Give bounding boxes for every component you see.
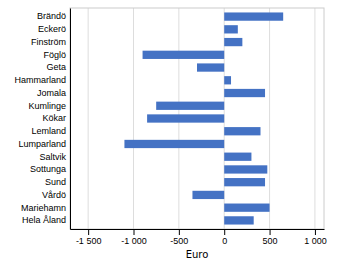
bar	[147, 114, 224, 122]
y-tick: Sottunga	[30, 164, 66, 174]
y-tick: Eckerö	[38, 24, 66, 34]
x-tick-mark	[224, 229, 225, 235]
grid	[88, 8, 315, 229]
bar	[224, 25, 238, 33]
bar	[224, 38, 242, 46]
bar	[224, 153, 251, 161]
plot-frame	[70, 8, 324, 229]
x-tick: -1 000	[121, 229, 147, 246]
y-tick-label: Föglö	[43, 50, 66, 60]
y-tick: Kökar	[42, 113, 66, 123]
y-tick-label: Lumparland	[18, 139, 66, 149]
bar	[143, 51, 225, 59]
x-tick: -1 500	[76, 229, 102, 246]
bar	[224, 89, 265, 97]
x-tick-mark	[134, 229, 135, 235]
y-tick-label: Mariehamn	[21, 203, 66, 213]
y-tick: Kumlinge	[28, 101, 66, 111]
x-axis-line	[71, 229, 325, 230]
x-tick-label: 1 000	[304, 236, 327, 246]
bar	[156, 102, 224, 110]
bar	[197, 63, 224, 71]
y-tick-label: Brändö	[37, 11, 66, 21]
x-tick-label: -1 500	[76, 236, 102, 246]
x-tick-mark	[88, 229, 89, 235]
y-tick-label: Kökar	[42, 113, 66, 123]
y-tick: Lemland	[31, 126, 66, 136]
y-tick: Vårdö	[42, 190, 66, 200]
x-tick-mark	[270, 229, 271, 235]
y-tick-label: Geta	[46, 62, 66, 72]
bar	[124, 140, 224, 148]
x-tick: 0	[222, 229, 227, 246]
grid-line	[314, 8, 315, 229]
bar	[192, 191, 224, 199]
bar	[224, 216, 253, 224]
y-tick: Finström	[31, 37, 66, 47]
y-tick-label: Kumlinge	[28, 101, 66, 111]
bar	[224, 127, 260, 135]
y-axis-line	[70, 9, 71, 230]
y-tick-label: Hela Åland	[22, 215, 66, 225]
y-tick-label: Vårdö	[42, 190, 66, 200]
bars	[124, 12, 283, 224]
y-tick-label: Finström	[31, 37, 66, 47]
y-tick-label: Jomala	[37, 88, 66, 98]
y-tick-label: Saltvik	[39, 152, 66, 162]
bar	[224, 204, 269, 212]
y-tick: Föglö	[43, 50, 66, 60]
x-tick-label: -500	[170, 236, 188, 246]
grid-line	[88, 8, 89, 229]
bar	[224, 76, 231, 84]
y-tick: Lumparland	[18, 139, 66, 149]
bar	[224, 165, 267, 173]
y-tick-label: Eckerö	[38, 24, 66, 34]
y-tick-label: Sottunga	[30, 164, 66, 174]
x-tick-label: 500	[263, 236, 278, 246]
y-tick: Mariehamn	[21, 203, 66, 213]
y-tick: Saltvik	[39, 152, 66, 162]
x-axis-title: Euro	[186, 249, 209, 260]
x-tick-label: -1 000	[121, 236, 147, 246]
y-tick: Sund	[45, 177, 66, 187]
y-tick-label: Sund	[45, 177, 66, 187]
bar	[224, 178, 265, 186]
x-tick: -500	[170, 229, 188, 246]
x-tick-mark	[315, 229, 316, 235]
x-tick-label: 0	[222, 236, 227, 246]
x-tick: 1 000	[304, 229, 327, 246]
y-tick-label: Lemland	[31, 126, 66, 136]
x-tick-mark	[179, 229, 180, 235]
chart: -1 500 -1 000 -500 0 500 1 000 Brändö Eckerö Fin…	[0, 0, 340, 263]
y-axis: Brändö Eckerö Finström Föglö Geta Hammarland J…	[14, 9, 70, 230]
y-tick-label: Hammarland	[14, 75, 66, 85]
bar	[224, 12, 283, 20]
y-tick: Hammarland	[14, 75, 66, 85]
y-tick: Jomala	[37, 88, 66, 98]
x-tick: 500	[263, 229, 278, 246]
grid-line	[133, 8, 134, 229]
grid-line	[269, 8, 270, 229]
y-tick: Brändö	[37, 11, 66, 21]
y-tick: Hela Åland	[22, 215, 66, 225]
y-tick: Geta	[46, 62, 66, 72]
x-axis: -1 500 -1 000 -500 0 500 1 000	[71, 229, 327, 246]
